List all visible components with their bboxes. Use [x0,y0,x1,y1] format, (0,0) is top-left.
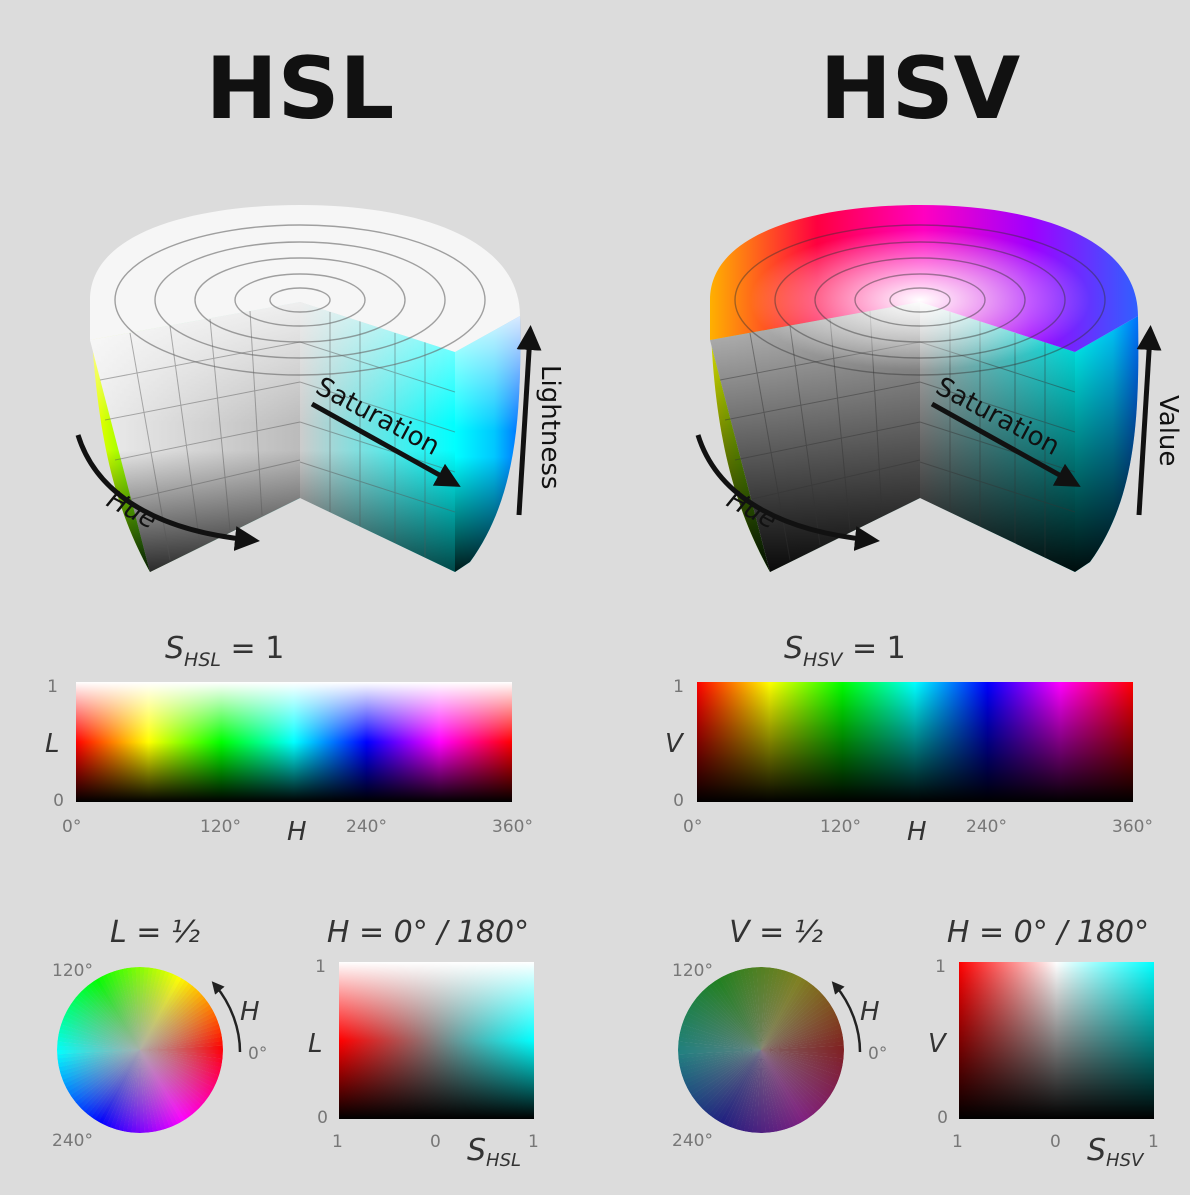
hsl-lightness-label: Lightness [535,365,565,489]
hsv-slice-y-tick-bottom: 0 [937,1108,948,1128]
hsl-slice-y-tick-bottom: 0 [317,1108,328,1128]
hsv-value-panel [697,682,1133,802]
hsl-cylinder [90,205,521,572]
hsl-y-tick-bottom: 0 [53,791,64,811]
hsl-slice-y-tick-top: 1 [315,957,326,977]
hsv-x-tick-240: 240° [966,817,1007,837]
hsl-slice-caption: H = 0° / 180° [327,915,529,950]
hsv-title: HSV [820,39,1021,139]
hsl-wheel-tick-120: 120° [52,961,93,981]
hsv-x-tick-360: 360° [1112,817,1153,837]
hsv-wheel-tick-120: 120° [672,961,713,981]
hue-arrow [75,434,260,551]
hsl-panel-caption: SHSL = 1 [165,631,284,671]
hsl-x-tick-240: 240° [346,817,387,837]
hsl-y-tick-top: 1 [47,677,58,697]
hsl-slice-x-tick-mid: 0 [430,1132,441,1152]
hsv-wheel-tick-240: 240° [672,1131,713,1151]
lightness-arrow [516,325,542,516]
hsv-saturation-arrow [930,401,1081,487]
hsl-y-label: L [45,729,60,759]
hsv-hue-wheel [678,967,844,1133]
hsv-value-label: Value [1153,395,1183,466]
hsv-x-label: H [907,817,927,847]
hsl-slice-panel [339,962,534,1119]
hsv-wheel-tick-0: 0° [868,1044,887,1064]
hsv-x-tick-0: 0° [683,817,702,837]
hsv-y-label: V [665,729,685,759]
saturation-arrow [310,401,461,487]
hsl-x-tick-360: 360° [492,817,533,837]
hsl-slice-y-label: L [308,1029,323,1059]
hsl-slice-x-tick-right: 1 [528,1132,539,1152]
hsv-slice-caption: H = 0° / 180° [947,915,1149,950]
hsv-slice-x-tick-left: 1 [952,1132,963,1152]
hsl-x-tick-0: 0° [62,817,81,837]
hsv-slice-x-tick-right: 1 [1148,1132,1159,1152]
hsl-wheel-tick-240: 240° [52,1131,93,1151]
value-arrow [1136,325,1162,516]
hsv-y-tick-top: 1 [673,677,684,697]
hsl-title: HSL [206,39,395,139]
hsv-slice-y-tick-top: 1 [935,957,946,977]
hsv-wheel-caption: V = ½ [729,915,823,950]
hsl-wheel-arrow [211,981,242,1053]
hsv-slice-panel [959,962,1154,1119]
hsv-wheel-arrow [831,981,862,1053]
hsv-hue-arrow [695,434,880,551]
hsv-cylinder [710,205,1139,572]
hsl-wheel-arrow-label: H [240,997,260,1027]
hsv-slice-y-label: V [928,1029,948,1059]
wheel-center-shade [678,967,844,1133]
hsl-wheel-tick-0: 0° [248,1044,267,1064]
hsl-slice-x-tick-left: 1 [332,1132,343,1152]
hsv-x-tick-120: 120° [820,817,861,837]
hsv-slice-x-label: SHSV [1087,1133,1145,1171]
hsl-lightness-panel [76,682,512,802]
hsl-slice-x-label: SHSL [467,1133,521,1171]
hsv-slice-x-tick-mid: 0 [1050,1132,1061,1152]
hsl-x-label: H [287,817,307,847]
hsl-wheel-caption: L = ½ [110,915,200,950]
hsl-x-tick-120: 120° [200,817,241,837]
hsv-y-tick-bottom: 0 [673,791,684,811]
hsv-wheel-arrow-label: H [860,997,880,1027]
hsv-panel-caption: SHSV = 1 [784,631,906,671]
